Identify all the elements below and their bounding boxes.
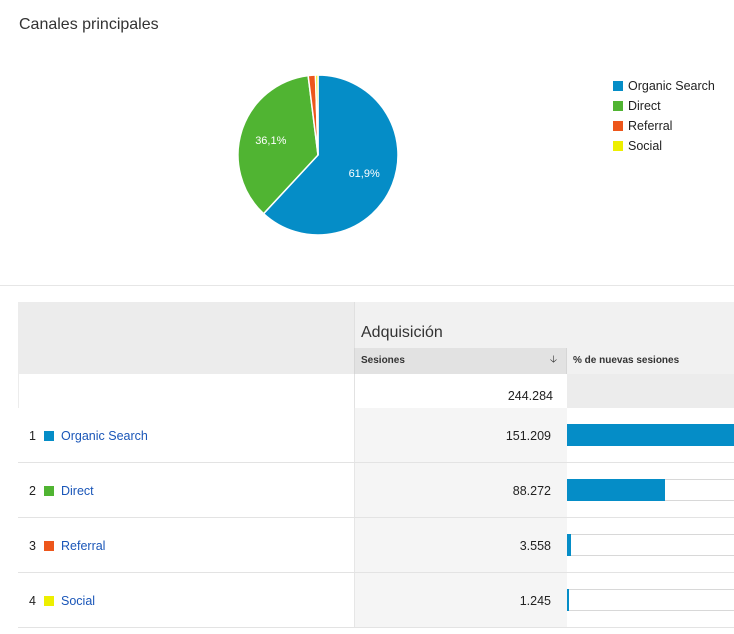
row-color-swatch bbox=[44, 431, 54, 441]
bar-track bbox=[567, 589, 734, 611]
new-sessions-header-label: % de nuevas sesiones bbox=[573, 355, 680, 366]
channel-cell: 1 Organic Search bbox=[18, 408, 354, 463]
pie-slice-label: 36,1% bbox=[255, 135, 286, 147]
group-header-row: Adquisición bbox=[18, 302, 734, 348]
table-row: 3 Referral 3.558 bbox=[18, 518, 734, 573]
channel-link-organic-search[interactable]: Organic Search bbox=[61, 429, 148, 443]
channel-link-social[interactable]: Social bbox=[61, 594, 96, 608]
totals-row: 244.284 79 bbox=[18, 374, 734, 408]
sessions-bar bbox=[567, 534, 571, 556]
new-sessions-column-header[interactable]: % de nuevas sesiones bbox=[567, 348, 734, 374]
acquisition-header: Adquisición bbox=[361, 324, 443, 341]
sessions-bar bbox=[567, 589, 569, 611]
column-header-blank bbox=[18, 348, 354, 374]
legend-item-direct: Direct bbox=[613, 98, 715, 118]
legend-item-organic: Organic Search bbox=[613, 78, 715, 98]
bar-cell bbox=[567, 408, 734, 463]
card-title: Canales principales bbox=[19, 16, 159, 33]
sessions-value: 88.272 bbox=[512, 484, 551, 498]
bar-cell bbox=[567, 463, 734, 518]
legend-item-referral: Referral bbox=[613, 118, 715, 138]
pie-slice-label: 61,9% bbox=[349, 168, 380, 180]
row-color-swatch bbox=[44, 596, 54, 606]
table-row: 4 Social 1.245 bbox=[18, 573, 734, 628]
total-sessions-value: 244.284 bbox=[507, 389, 553, 403]
row-rank: 4 bbox=[29, 594, 36, 608]
acquisition-header-cell: Adquisición bbox=[354, 302, 734, 348]
pie-slice-direct[interactable] bbox=[237, 74, 319, 215]
header-blank-cell bbox=[18, 302, 354, 348]
sessions-header-label: Sesiones bbox=[361, 355, 405, 366]
legend-label-referral: Referral bbox=[628, 119, 673, 133]
sessions-value: 1.245 bbox=[519, 594, 551, 608]
legend-swatch-social bbox=[613, 141, 623, 151]
row-divider bbox=[18, 627, 734, 628]
channels-table: Adquisición Sesiones 🡣 % de nuevas sesio… bbox=[18, 302, 734, 634]
row-color-swatch bbox=[44, 541, 54, 551]
pie-slice-social[interactable] bbox=[314, 74, 319, 156]
legend-swatch-referral bbox=[613, 121, 623, 131]
total-new-sessions-cell: 79 bbox=[567, 374, 734, 408]
row-rank: 1 bbox=[29, 429, 36, 443]
sessions-cell: 151.209 bbox=[354, 408, 567, 463]
channel-cell: 2 Direct bbox=[18, 463, 354, 518]
bar-track bbox=[567, 534, 734, 556]
legend-label-direct: Direct bbox=[628, 99, 661, 113]
row-divider bbox=[18, 462, 734, 463]
channel-link-direct[interactable]: Direct bbox=[61, 484, 94, 498]
column-header-row: Sesiones 🡣 % de nuevas sesiones bbox=[18, 348, 734, 374]
channel-link-referral[interactable]: Referral bbox=[61, 539, 106, 553]
total-sessions-cell: 244.284 bbox=[354, 374, 567, 408]
chart-legend: Organic Search Direct Referral Social bbox=[613, 78, 715, 158]
section-divider bbox=[0, 285, 734, 286]
legend-item-social: Social bbox=[613, 138, 715, 158]
pie-slice-organic-search[interactable] bbox=[262, 74, 399, 236]
row-rank: 3 bbox=[29, 539, 36, 553]
sessions-column-header[interactable]: Sesiones 🡣 bbox=[354, 348, 567, 374]
legend-label-social: Social bbox=[628, 139, 663, 153]
bar-cell bbox=[567, 518, 734, 573]
sessions-bar bbox=[567, 424, 734, 446]
totals-label-cell bbox=[18, 374, 354, 408]
row-divider bbox=[18, 517, 734, 518]
row-rank: 2 bbox=[29, 484, 36, 498]
bar-cell bbox=[567, 573, 734, 628]
legend-swatch-organic bbox=[613, 81, 623, 91]
sort-descending-icon[interactable]: 🡣 bbox=[549, 354, 557, 365]
sessions-cell: 3.558 bbox=[354, 518, 567, 573]
legend-label-organic: Organic Search bbox=[628, 79, 715, 93]
sessions-cell: 1.245 bbox=[354, 573, 567, 628]
row-divider bbox=[18, 572, 734, 573]
table-row: 1 Organic Search 151.209 bbox=[18, 408, 734, 463]
row-color-swatch bbox=[44, 486, 54, 496]
sessions-bar bbox=[567, 479, 665, 501]
sessions-cell: 88.272 bbox=[354, 463, 567, 518]
table-row: 2 Direct 88.272 bbox=[18, 463, 734, 518]
channel-cell: 4 Social bbox=[18, 573, 354, 628]
channel-cell: 3 Referral bbox=[18, 518, 354, 573]
legend-swatch-direct bbox=[613, 101, 623, 111]
sessions-value: 3.558 bbox=[519, 539, 551, 553]
sessions-value: 151.209 bbox=[505, 429, 551, 443]
pie-chart: 61,9% 36,1% bbox=[237, 74, 399, 236]
